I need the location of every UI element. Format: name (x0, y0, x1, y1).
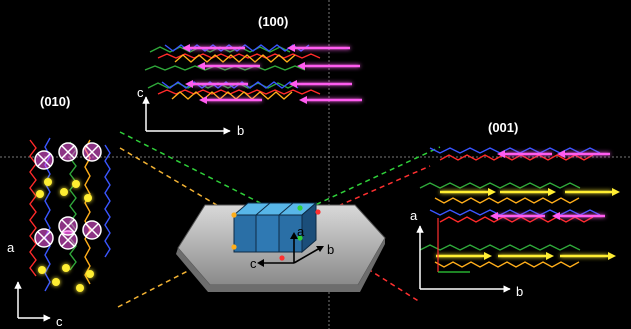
view-100-axes: c b (137, 85, 244, 138)
crystal-model: a b c (176, 201, 386, 292)
view-010-label: (010) (40, 94, 70, 109)
crystal-axis-a: a (297, 224, 305, 239)
view-010-axis-a: a (7, 240, 15, 255)
crystal-axis-b: b (327, 242, 334, 257)
view-100-label: (100) (258, 14, 288, 29)
view-001-axis-b: b (516, 284, 523, 299)
view-100-axis-c: c (137, 85, 144, 100)
crystal-axis-c: c (250, 256, 257, 271)
view-001-label: (001) (488, 120, 518, 135)
projection-line-yellow (119, 147, 233, 215)
view-001-axes: a b (410, 208, 523, 299)
projection-line-green (119, 131, 291, 219)
view-100-axis-b: b (237, 123, 244, 138)
view-001-axis-a: a (410, 208, 418, 223)
view-010-molecules (29, 137, 111, 292)
crystal-axes: a b c (250, 224, 334, 271)
view-001-molecules (419, 147, 620, 273)
view-010-axis-c: c (56, 314, 63, 329)
view-010-axes: a c (7, 240, 63, 329)
view-100-molecules (144, 44, 362, 104)
projection-line-green (299, 146, 441, 213)
crystal-block (232, 201, 318, 254)
